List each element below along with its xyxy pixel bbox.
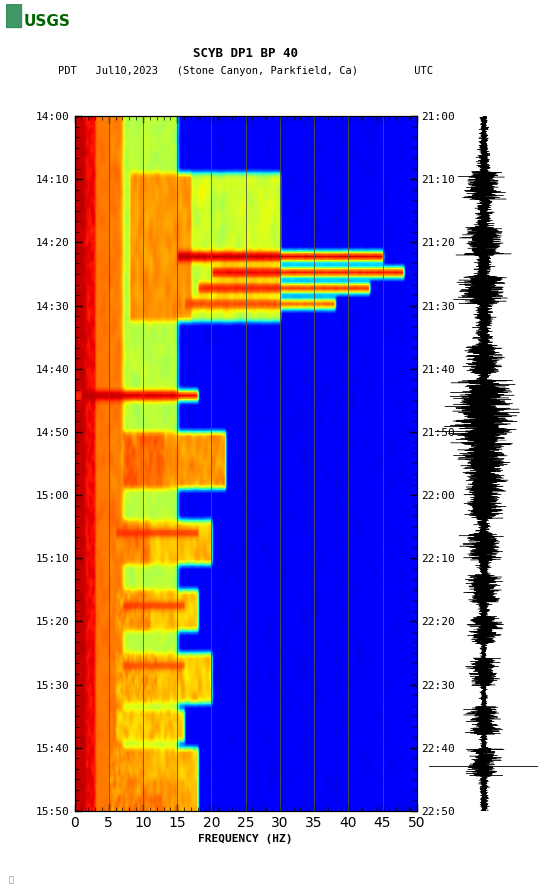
Text: SCYB DP1 BP 40: SCYB DP1 BP 40 bbox=[193, 47, 298, 60]
Text: PDT   Jul10,2023   (Stone Canyon, Parkfield, Ca)         UTC: PDT Jul10,2023 (Stone Canyon, Parkfield,… bbox=[58, 66, 433, 77]
X-axis label: FREQUENCY (HZ): FREQUENCY (HZ) bbox=[198, 834, 293, 844]
Text: ⨿: ⨿ bbox=[8, 875, 13, 884]
Text: USGS: USGS bbox=[23, 13, 70, 29]
